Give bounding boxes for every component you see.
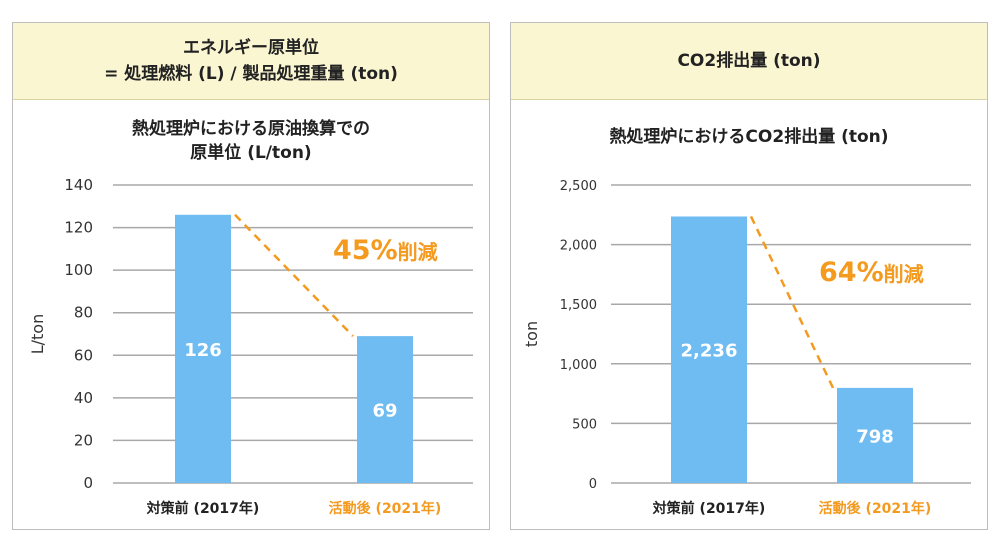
panel-header-line: CO2排出量 (ton)	[677, 51, 821, 71]
y-tick-label: 2,000	[560, 239, 597, 254]
bar-value-label: 126	[184, 340, 222, 361]
y-tick-label: 20	[74, 431, 93, 449]
reduction-connector	[234, 213, 354, 338]
chart-title-line: 熱処理炉におけるCO2排出量 (ton)	[609, 127, 889, 147]
category-label: 対策前 (2017年)	[652, 500, 766, 517]
chart-title-line: 熱処理炉における原油換算での	[132, 119, 370, 139]
reduction-suffix: 削減	[398, 240, 438, 264]
category-label: 活動後 (2021年)	[819, 500, 932, 517]
reduction-annotation: 45%削減	[333, 235, 438, 266]
y-tick-label: 60	[74, 346, 93, 364]
category-label: 活動後 (2021年)	[329, 500, 442, 517]
co2-emissions-bar-chart: 0 500 1,000 1,500 2,000 2,500 ton 2,236 対策前 (201…	[522, 179, 971, 517]
reduction-suffix: 削減	[884, 262, 924, 286]
bar-value-label: 2,236	[681, 341, 738, 362]
chart-title: 熱処理炉における原油換算での 原単位 (L/ton)	[13, 117, 489, 165]
reduction-percent: 64%	[819, 257, 884, 288]
bar-value-label: 69	[372, 401, 397, 422]
chart-title-line: 原単位 (L/ton)	[190, 143, 312, 163]
bar	[357, 336, 413, 483]
bar	[671, 216, 747, 483]
chart-title: 熱処理炉におけるCO2排出量 (ton)	[511, 125, 987, 149]
y-tick-label: 40	[74, 389, 93, 407]
y-tick-label: 0	[589, 477, 597, 492]
co2-emissions-panel: CO2排出量 (ton) 熱処理炉におけるCO2排出量 (ton) 0 500 1,…	[510, 22, 988, 530]
y-tick-label: 0	[83, 474, 93, 492]
reduction-percent: 45%	[333, 235, 398, 266]
energy-intensity-panel: エネルギー原単位 = 処理燃料 (L) / 製品処理重量 (ton) 熱処理炉に…	[12, 22, 490, 530]
panel-header: CO2排出量 (ton)	[511, 23, 987, 100]
category-label: 対策前 (2017年)	[146, 500, 260, 517]
y-axis-title: L/ton	[28, 314, 47, 355]
bar	[175, 214, 231, 484]
panel-header-line: = 処理燃料 (L) / 製品処理重量 (ton)	[104, 64, 398, 84]
panel-header-line: エネルギー原単位	[183, 38, 319, 58]
y-axis-title: ton	[522, 321, 541, 347]
y-tick-label: 1,000	[560, 358, 597, 373]
y-tick-label: 500	[572, 417, 597, 432]
y-tick-label: 140	[64, 176, 93, 194]
energy-intensity-bar-chart: 0 20 40 60 80 100 120 140 L/ton 126 対策前 (2017年) 69 活…	[28, 176, 473, 517]
y-tick-label: 1,500	[560, 298, 597, 313]
y-tick-label: 120	[64, 219, 93, 237]
y-tick-label: 80	[74, 304, 93, 322]
panel-header: エネルギー原単位 = 処理燃料 (L) / 製品処理重量 (ton)	[13, 23, 489, 100]
reduction-annotation: 64%削減	[819, 257, 924, 288]
bar	[837, 387, 913, 483]
y-tick-label: 2,500	[560, 179, 597, 194]
bar-value-label: 798	[856, 426, 894, 447]
reduction-connector	[749, 215, 835, 389]
y-tick-label: 100	[64, 261, 93, 279]
